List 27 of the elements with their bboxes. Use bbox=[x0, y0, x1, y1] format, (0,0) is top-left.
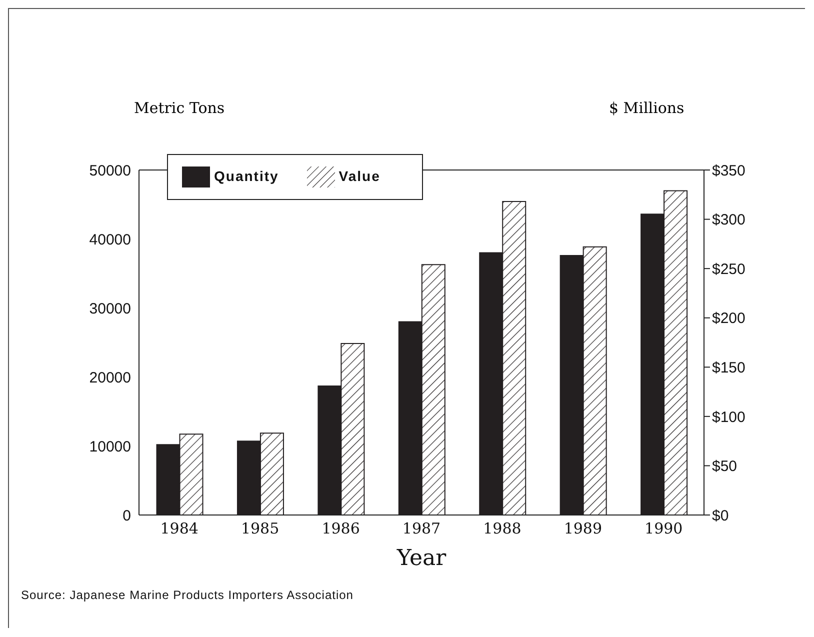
x-tick-label: 1989 bbox=[564, 520, 602, 538]
y2-tick-label: $50 bbox=[712, 458, 738, 476]
x-tick-label: 1985 bbox=[240, 520, 280, 538]
x-axis-title: Year bbox=[396, 546, 447, 571]
legend-label: Value bbox=[338, 168, 380, 184]
x-tick-label: 1984 bbox=[160, 520, 198, 538]
y2-tick-label: $0 bbox=[712, 507, 729, 524]
y-tick-label: 40000 bbox=[89, 231, 131, 248]
y-tick-label: 30000 bbox=[89, 300, 131, 318]
y2-tick-label: $300 bbox=[712, 212, 746, 229]
y2-tick-label: $150 bbox=[712, 359, 746, 376]
y2-tick-label: $350 bbox=[712, 162, 746, 180]
y2-tick-label: $100 bbox=[712, 408, 746, 426]
x-tick-label: 1987 bbox=[402, 520, 441, 538]
x-tick-label: 1986 bbox=[322, 520, 360, 538]
y2-tick-label: $250 bbox=[712, 260, 746, 278]
x-tick-label: 1988 bbox=[483, 520, 522, 538]
legend-label: Quantity bbox=[214, 168, 279, 184]
y-axis-title: Metric Tons bbox=[134, 99, 225, 117]
y-tick-label: 0 bbox=[122, 507, 131, 524]
x-tick-label: 1990 bbox=[644, 520, 683, 538]
y2-axis-title: $ Millions bbox=[609, 99, 684, 117]
y-tick-label: 50000 bbox=[89, 162, 131, 180]
y2-tick-label: $200 bbox=[712, 310, 746, 328]
y-tick-label: 10000 bbox=[89, 438, 131, 456]
y-tick-label: 20000 bbox=[89, 369, 131, 386]
source-note: Source: Japanese Marine Products Importers Association bbox=[21, 587, 354, 604]
